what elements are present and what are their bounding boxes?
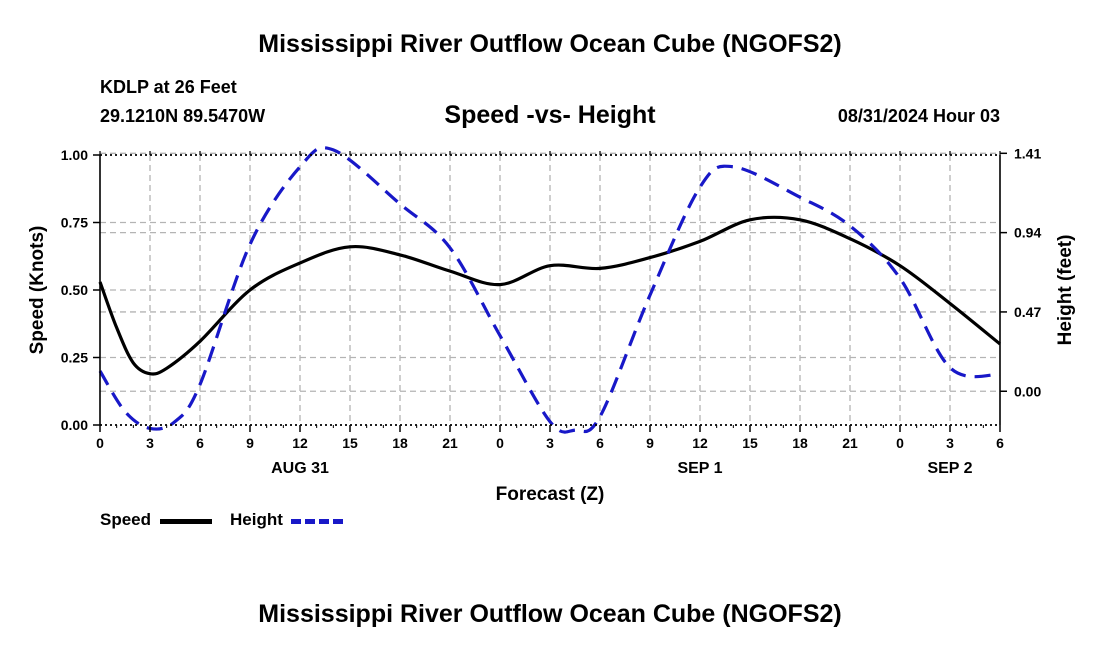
series-line-speed (98, 215, 1002, 376)
x-tick-label: 12 (692, 435, 708, 451)
y-axis-title: Speed (Knots) (27, 226, 48, 355)
chart-title-top: Mississippi River Outflow Ocean Cube (NG… (258, 30, 842, 58)
x-tick-label: 3 (146, 435, 154, 451)
series-layer (98, 146, 1002, 434)
datetime-label: 08/31/2024 Hour 03 (837, 106, 1000, 126)
y2-tick-label: 1.41 (1014, 145, 1041, 161)
chart-subtitle: Speed -vs- Height (444, 101, 656, 129)
station-label: KDLP at 26 Feet (100, 77, 237, 97)
y-tick-label: 0.50 (61, 282, 88, 298)
x-tick-label: 0 (896, 435, 904, 451)
y2-tick-label: 0.47 (1014, 304, 1041, 320)
x-tick-label: 0 (96, 435, 104, 451)
x-tick-label: 12 (292, 435, 308, 451)
date-label: AUG 31 (271, 460, 329, 477)
x-tick-label: 15 (742, 435, 758, 451)
legend-height-swatch (291, 519, 343, 524)
x-tick-label: 6 (996, 435, 1004, 451)
legend-height-label: Height (230, 510, 283, 529)
x-tick-label: 15 (342, 435, 358, 451)
x-tick-label: 18 (792, 435, 808, 451)
legend-speed-label: Speed (100, 510, 152, 529)
x-tick-label: 18 (392, 435, 408, 451)
y-tick-label: 0.00 (61, 417, 88, 433)
y-tick-label: 1.00 (61, 147, 88, 163)
x-tick-label: 21 (442, 435, 458, 451)
y2-tick-label: 0.00 (1014, 383, 1041, 399)
chart-title-bottom: Mississippi River Outflow Ocean Cube (NG… (258, 600, 842, 628)
date-label: SEP 2 (927, 460, 972, 477)
grid (100, 152, 1000, 425)
x-tick-label: 21 (842, 435, 858, 451)
x-tick-label: 6 (596, 435, 604, 451)
coordinates-label: 29.1210N 89.5470W (100, 106, 266, 126)
axes: 0 3 6 9 12 15 18 21 0 3 6 9 12 15 18 21 0 3 6 AUG 31 SEP 1 SE… (27, 145, 1076, 505)
y-tick-label: 0.75 (61, 215, 88, 231)
x-tick-label: 9 (246, 435, 254, 451)
y-tick-label: 0.25 (61, 350, 88, 366)
legend-speed-swatch (160, 519, 212, 524)
x-tick-label: 3 (946, 435, 954, 451)
y2-axis-title: Height (feet) (1055, 235, 1076, 346)
x-tick-label: 3 (546, 435, 554, 451)
y2-tick-label: 0.94 (1014, 225, 1041, 241)
series-line-height (98, 146, 1001, 434)
x-tick-label: 9 (646, 435, 654, 451)
x-tick-label: 0 (496, 435, 504, 451)
x-tick-label: 6 (196, 435, 204, 451)
date-label: SEP 1 (677, 460, 722, 477)
x-axis-title: Forecast (Z) (496, 484, 605, 505)
